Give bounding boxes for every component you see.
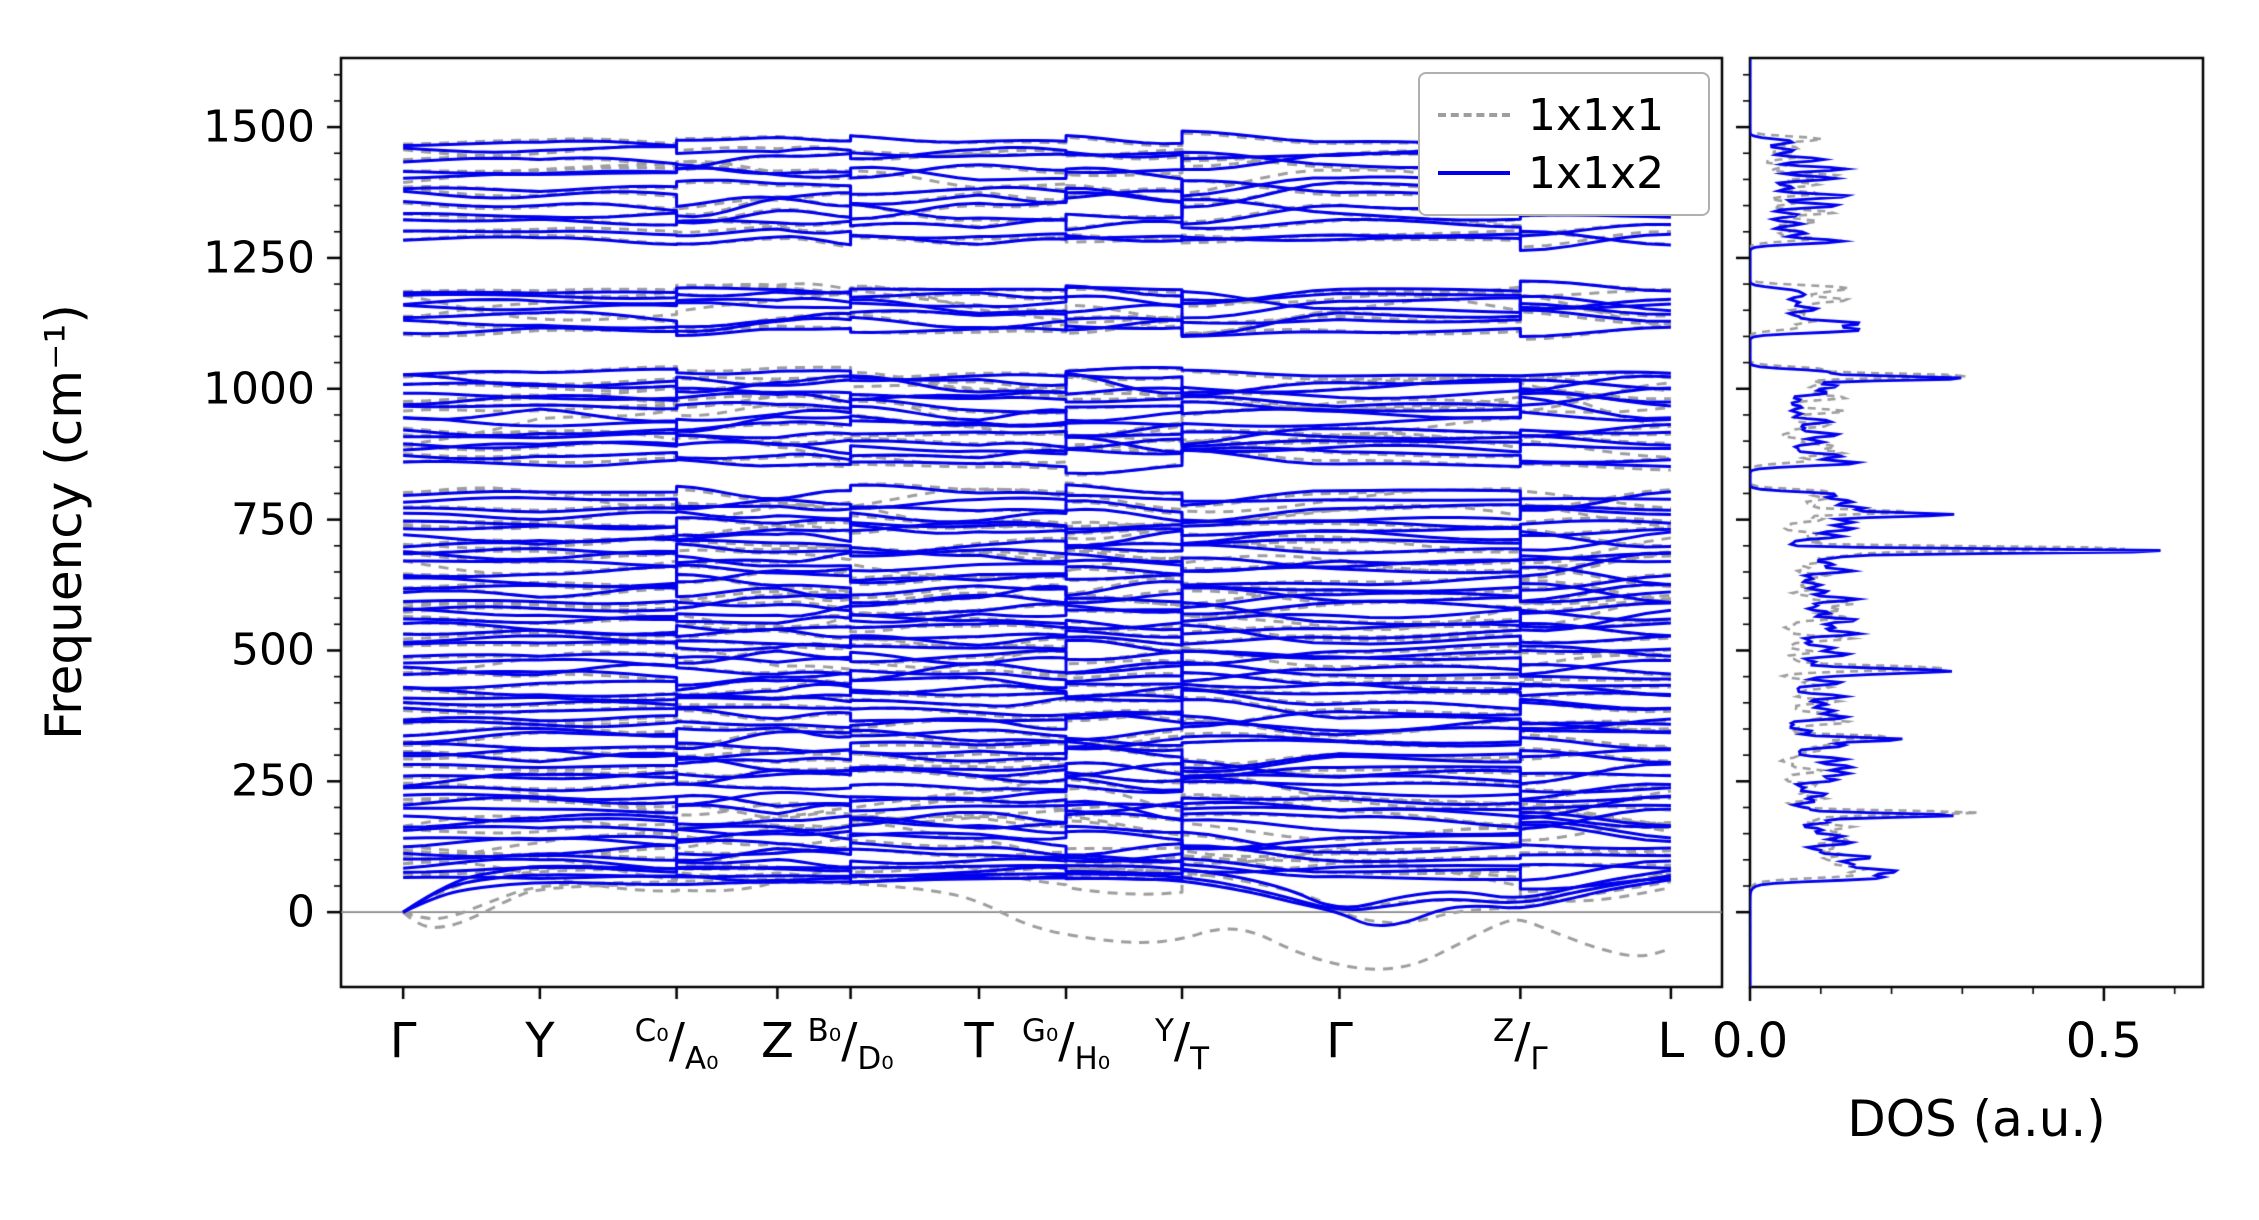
legend-item-1x1x1: 1x1x1: [1438, 86, 1690, 144]
dos-axis-label: DOS (a.u.): [1847, 1090, 2106, 1148]
legend-label-1x1x1: 1x1x1: [1528, 89, 1665, 141]
y-axis-label: Frequency (cm⁻¹): [35, 304, 93, 740]
legend-item-1x1x2: 1x1x2: [1438, 144, 1690, 202]
legend-label-1x1x2: 1x1x2: [1528, 147, 1665, 199]
legend: 1x1x1 1x1x2: [1418, 72, 1710, 216]
legend-sample-dashed-line-icon: [1438, 113, 1510, 117]
legend-sample-solid-line-icon: [1438, 171, 1510, 175]
